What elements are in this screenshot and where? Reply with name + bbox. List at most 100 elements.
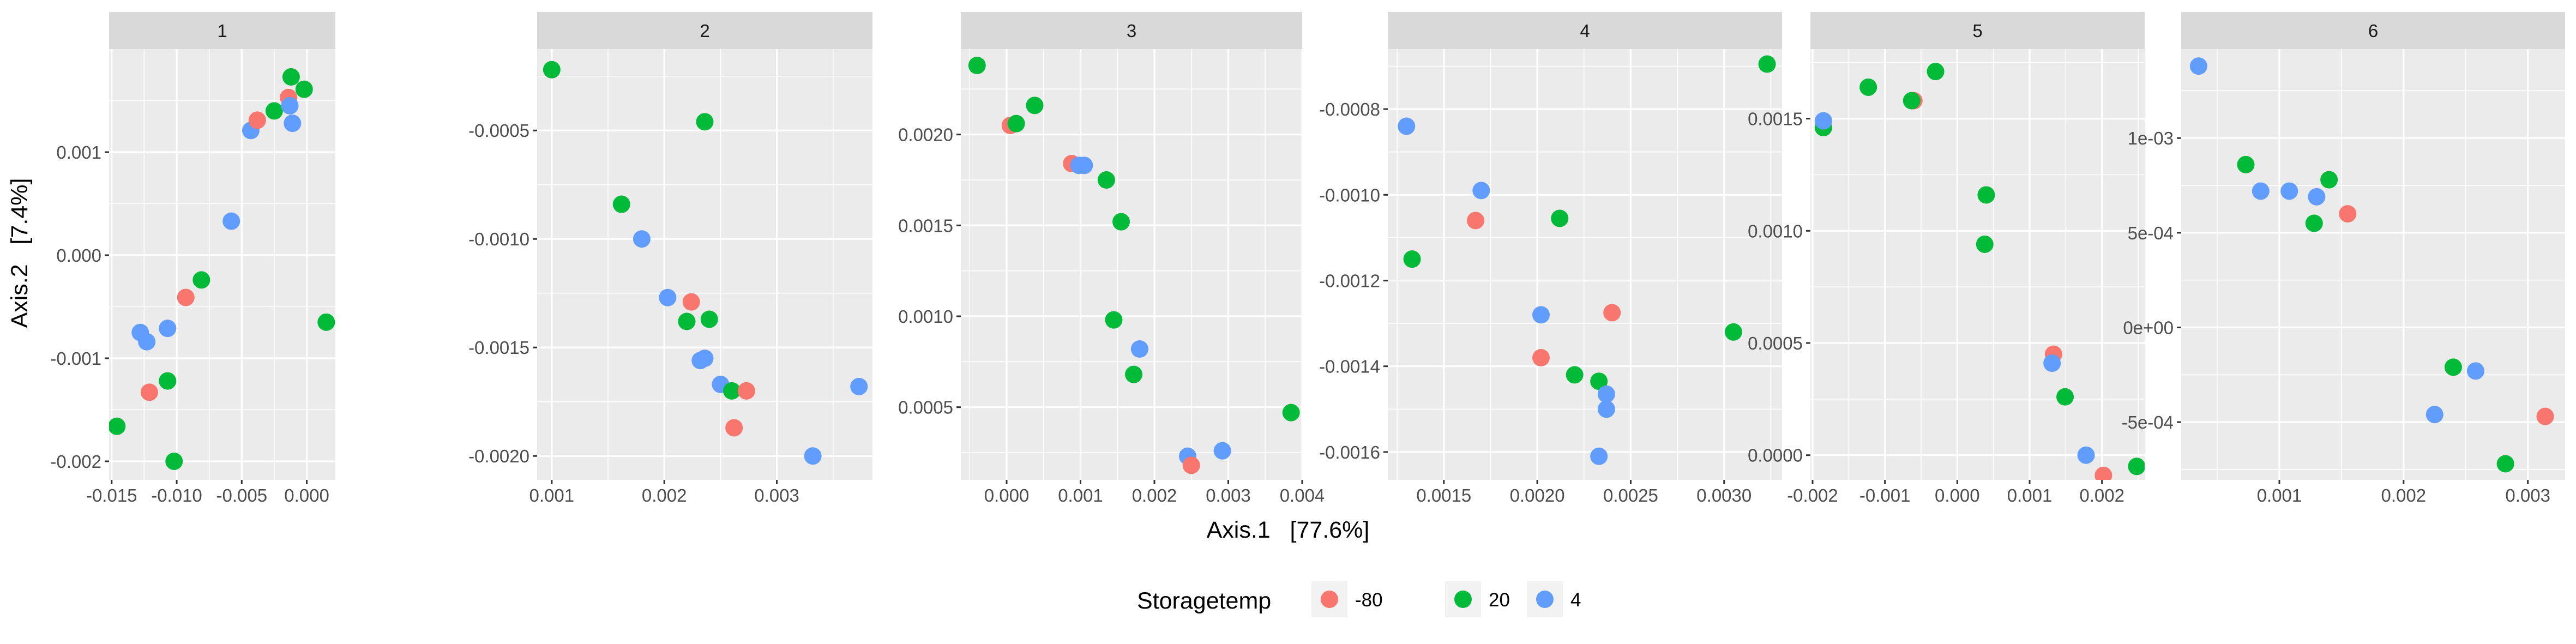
data-point (317, 313, 335, 331)
data-point (725, 419, 743, 437)
facet-panel-2: 2 0.001 0.002 0.003 -0.0020 -0.0015 -0.0010 -0.… (468, 12, 872, 505)
gridlines (2181, 49, 2565, 480)
data-point (1472, 182, 1490, 200)
data-point (2280, 182, 2298, 200)
data-point (1603, 304, 1621, 322)
data-point (1566, 366, 1584, 384)
data-point (1130, 340, 1148, 358)
x-tick-label: 0.003 (2505, 485, 2550, 505)
data-point (2056, 388, 2074, 406)
data-points (543, 61, 868, 465)
facet-panel-6: 6 0.001 0.002 0.003 -5e-04 0e+00 5e-04 1e-03 (2122, 12, 2565, 505)
facet-strip-label: 3 (1127, 21, 1136, 41)
y-tick-label: 0.0005 (898, 398, 953, 418)
data-point (850, 377, 868, 395)
data-point (1903, 92, 1921, 110)
data-point (1724, 323, 1742, 341)
x-tick-label: 0.000 (1935, 485, 1980, 505)
data-point (2252, 182, 2270, 200)
data-point (1007, 115, 1025, 133)
y-tick-label: -0.0005 (468, 121, 529, 141)
x-tick-label: -0.010 (151, 485, 202, 505)
x-tick-label: 0.002 (2079, 485, 2124, 505)
x-axis-title: Axis.1 [77.6%] (1207, 517, 1370, 543)
facet-strip-label: 1 (217, 21, 227, 41)
data-point (1097, 171, 1115, 189)
panel-background (1388, 49, 1782, 480)
facet-panel-5: 5 -0.002 -0.001 0.000 0.001 0.002 0.0000 0.0005… (1748, 12, 2145, 505)
x-tick-label: 0.0030 (1696, 485, 1752, 505)
facet-panel-1: 1 -0.015 -0.010 -0.005 0.000 -0.002 -0.001 0.00… (50, 12, 335, 505)
facet-strip (2181, 12, 2565, 49)
panel-background (2181, 49, 2565, 480)
x-tick-label: 0.001 (2257, 485, 2302, 505)
facet-panels: 1 -0.015 -0.010 -0.005 0.000 -0.002 -0.001 0.00… (50, 12, 2565, 505)
facet-panel-3: 3 0.000 0.001 0.002 0.003 0.004 0.0005 0.0010 0.… (898, 12, 1325, 505)
data-point (678, 312, 696, 330)
y-tick-label: -0.0012 (1319, 270, 1380, 291)
data-point (159, 372, 177, 390)
y-tick-label: 0.0000 (1748, 446, 1803, 466)
x-tick-label: 0.001 (529, 485, 575, 505)
panel-background (1810, 49, 2145, 480)
y-tick-label: -0.0008 (1319, 99, 1380, 119)
gridlines (1388, 49, 1782, 480)
data-point (2189, 57, 2207, 75)
legend-label: 4 (1570, 589, 1581, 611)
data-point (2466, 362, 2484, 380)
x-tick-label: 0.000 (984, 485, 1030, 505)
facet-strip-label: 5 (1972, 21, 1982, 41)
data-points (109, 68, 335, 470)
x-tick-label: 0.0020 (1510, 485, 1565, 505)
data-point (1398, 117, 1416, 135)
data-point (2305, 214, 2323, 232)
y-tick-label: 0e+00 (2123, 317, 2174, 338)
legend-title: Storagetemp (1137, 588, 1271, 614)
x-tick-label: -0.001 (1859, 485, 1911, 505)
data-point (1590, 372, 1608, 390)
x-tick-label: 0.003 (1206, 485, 1251, 505)
y-tick-label: 0.000 (56, 245, 101, 266)
data-point (1112, 213, 1130, 231)
data-point (2128, 458, 2145, 476)
data-point (2536, 407, 2554, 425)
x-tick-label: 0.000 (284, 485, 329, 505)
data-point (2077, 446, 2095, 464)
data-point (109, 417, 126, 435)
y-tick-label: 0.0015 (1748, 109, 1803, 129)
legend-entry: 20 (1445, 581, 1510, 617)
data-point (2320, 171, 2338, 189)
gridlines (1810, 49, 2145, 480)
data-point (248, 111, 266, 129)
y-tick-label: 0.0010 (898, 306, 953, 327)
data-point (177, 288, 195, 306)
data-point (612, 195, 630, 213)
x-tick-label: 0.002 (1132, 485, 1177, 505)
legend-entry: 4 (1527, 581, 1581, 617)
data-point (138, 333, 156, 351)
y-tick-label: 0.0010 (1748, 221, 1803, 241)
data-point (1927, 63, 1945, 81)
data-point (723, 382, 741, 400)
data-point (281, 97, 299, 115)
data-point (2444, 358, 2462, 376)
data-point (2339, 205, 2357, 223)
data-point (2043, 354, 2061, 372)
legend-entry: -80 (1311, 581, 1383, 617)
data-point (1551, 209, 1569, 227)
data-point (1467, 212, 1485, 230)
data-point (295, 80, 313, 98)
x-tick-label: 0.0015 (1416, 485, 1471, 505)
data-point (1977, 186, 1995, 204)
data-point (1213, 442, 1231, 460)
x-tick-label: 0.001 (1058, 485, 1103, 505)
data-point (282, 68, 300, 86)
legend-symbol (1536, 591, 1554, 608)
facet-panel-4: 4 0.0015 0.0020 0.0025 0.0030 -0.0016 -0.0014 -… (1319, 12, 1782, 505)
x-tick-label: 0.003 (754, 485, 799, 505)
y-tick-label: 0.0015 (898, 215, 953, 236)
facet-strip-label: 4 (1580, 21, 1590, 41)
data-point (159, 320, 177, 338)
legend-label: 20 (1489, 589, 1510, 611)
